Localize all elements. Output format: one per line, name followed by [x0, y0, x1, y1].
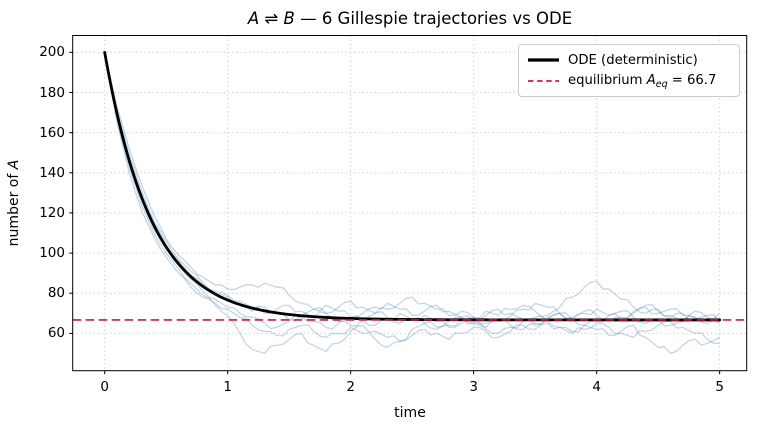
- x-tick-label: 0: [100, 379, 109, 395]
- legend-item-equilibrium: equilibrium Aeq = 66.7: [528, 73, 730, 91]
- y-tick-label: 160: [39, 124, 65, 141]
- title-rest: — 6 Gillespie trajectories vs ODE: [294, 9, 573, 28]
- y-tick-label: 60: [47, 325, 65, 342]
- x-tick-label: 4: [592, 379, 601, 395]
- equilibrium-line-swatch: [528, 78, 559, 84]
- y-tick-label: 200: [39, 44, 65, 61]
- y-axis-label-text: number of: [6, 169, 22, 247]
- trajectory-line: [104, 52, 720, 355]
- title-harpoons-symbol: ⇌: [259, 9, 284, 28]
- y-tick-label: 80: [47, 285, 65, 302]
- y-tick-label: 100: [39, 245, 65, 262]
- y-axis-label: number of A: [6, 160, 22, 247]
- title-species-a: A: [247, 9, 260, 28]
- trajectory-line: [104, 52, 721, 326]
- x-tick-label: 2: [346, 379, 355, 395]
- x-axis-label: time: [394, 405, 426, 421]
- trajectory-line: [104, 52, 720, 355]
- x-tick-label: 5: [715, 379, 724, 395]
- title-species-b: B: [283, 9, 295, 28]
- legend-label-equilibrium: equilibrium Aeq = 66.7: [568, 73, 717, 91]
- chart-title: A ⇌ B — 6 Gillespie trajectories vs ODE: [73, 9, 747, 28]
- y-axis-label-var: A: [6, 159, 22, 170]
- legend: ODE (deterministic) equilibrium Aeq = 66…: [518, 44, 740, 97]
- plot-border: [72, 35, 748, 372]
- x-tick-label: 1: [223, 379, 232, 395]
- y-tick-label: 140: [39, 164, 65, 181]
- y-tick-label: 120: [39, 204, 65, 221]
- x-tick-label: 3: [469, 379, 478, 395]
- legend-label-ode: ODE (deterministic): [568, 52, 698, 68]
- ode-line-swatch: [528, 57, 559, 63]
- trajectory-line: [104, 52, 721, 349]
- y-tick-label: 180: [39, 84, 65, 101]
- legend-item-ode: ODE (deterministic): [528, 53, 730, 68]
